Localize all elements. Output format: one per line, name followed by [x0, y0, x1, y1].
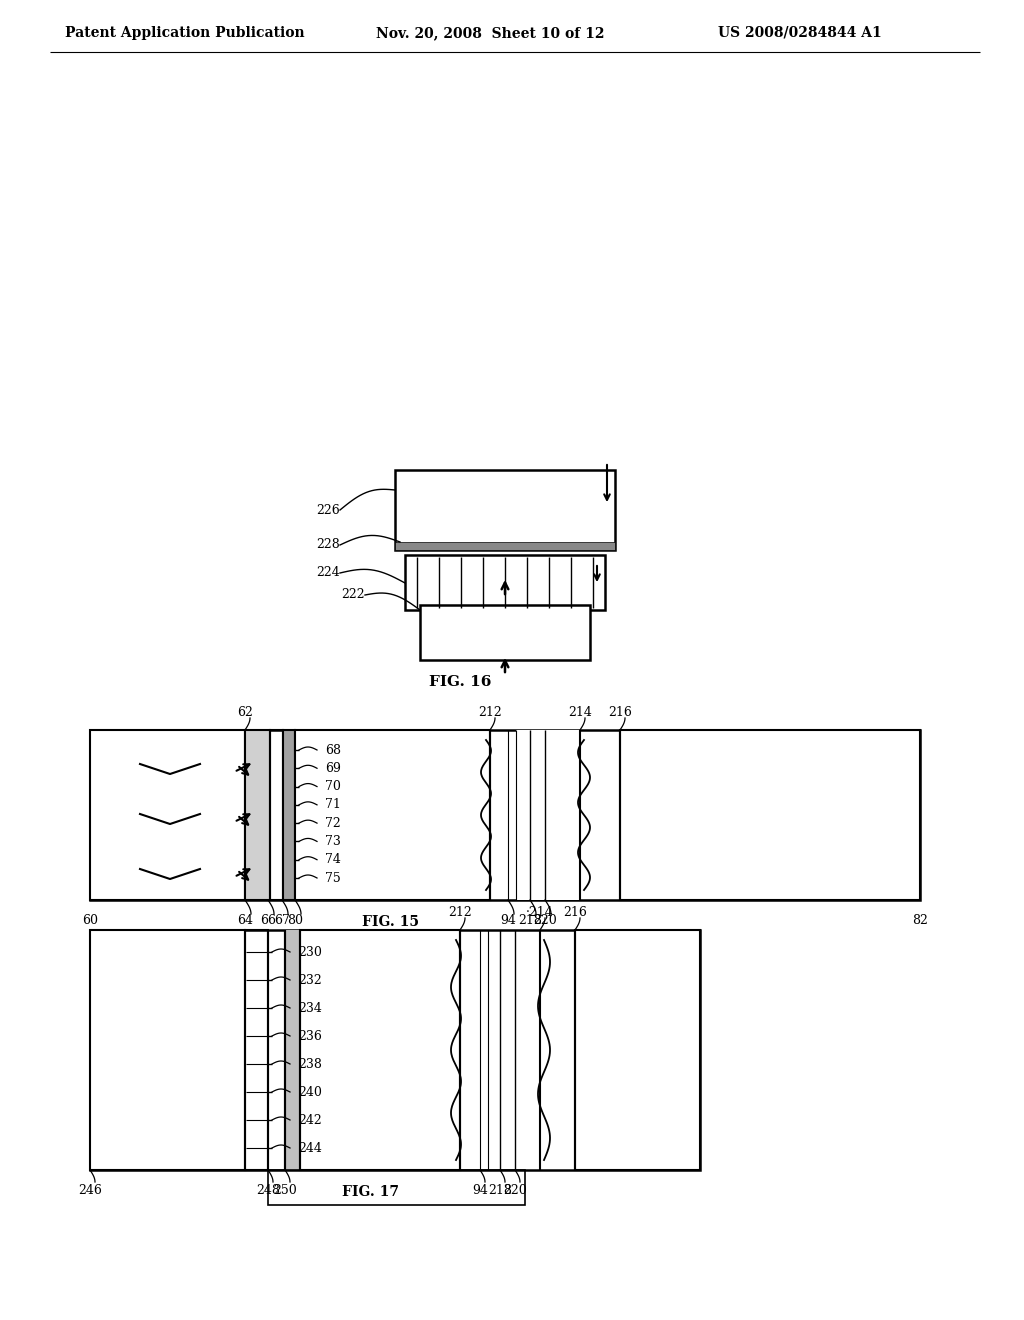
Bar [395, 470, 615, 550]
Bar [245, 730, 270, 900]
Text: 220: 220 [503, 1184, 527, 1196]
Text: 75: 75 [325, 871, 341, 884]
Bar [285, 931, 300, 1170]
Text: 228: 228 [316, 539, 340, 552]
Text: 234: 234 [298, 1002, 322, 1015]
Bar [283, 730, 295, 900]
Text: 230: 230 [298, 945, 322, 958]
Text: 236: 236 [298, 1030, 322, 1043]
Text: 240: 240 [298, 1085, 322, 1098]
Text: 73: 73 [325, 836, 341, 847]
Text: 224: 224 [316, 566, 340, 579]
Bar [406, 554, 605, 610]
Bar [90, 931, 245, 1170]
Text: 246: 246 [78, 1184, 102, 1196]
Text: 67: 67 [274, 913, 290, 927]
Text: US 2008/0284844 A1: US 2008/0284844 A1 [718, 26, 882, 40]
Text: 66: 66 [260, 913, 276, 927]
Bar [575, 931, 700, 1170]
Text: 218: 218 [518, 913, 542, 927]
Text: 222: 222 [341, 589, 365, 602]
Text: 212: 212 [449, 906, 472, 919]
Text: 82: 82 [912, 913, 928, 927]
Text: 248: 248 [256, 1184, 280, 1196]
Bar [90, 730, 920, 900]
Text: 71: 71 [325, 799, 341, 812]
Text: 70: 70 [325, 780, 341, 793]
Text: 60: 60 [82, 913, 98, 927]
Bar [90, 931, 700, 1170]
Text: 68: 68 [325, 743, 341, 756]
Bar [270, 730, 283, 900]
Text: Nov. 20, 2008  Sheet 10 of 12: Nov. 20, 2008 Sheet 10 of 12 [376, 26, 604, 40]
Text: 80: 80 [287, 913, 303, 927]
Bar [268, 1170, 525, 1205]
Text: 250: 250 [273, 1184, 297, 1196]
Bar [300, 931, 460, 1170]
Bar [620, 730, 920, 900]
Text: Patent Application Publication: Patent Application Publication [66, 26, 305, 40]
Text: 212: 212 [478, 705, 502, 718]
Text: 242: 242 [298, 1114, 322, 1126]
Bar [245, 931, 268, 1170]
Text: 238: 238 [298, 1057, 322, 1071]
Text: 214: 214 [568, 705, 592, 718]
Text: 226: 226 [316, 503, 340, 516]
Text: 64: 64 [237, 913, 253, 927]
Bar [516, 730, 580, 900]
Text: 244: 244 [298, 1142, 322, 1155]
Text: 232: 232 [298, 974, 322, 986]
Text: FIG. 15: FIG. 15 [361, 915, 419, 929]
Bar [395, 543, 615, 550]
Bar [295, 730, 490, 900]
Text: FIG. 17: FIG. 17 [341, 1185, 398, 1199]
Text: ·214: ·214 [526, 906, 554, 919]
Bar [90, 730, 245, 900]
Text: 72: 72 [325, 817, 341, 830]
Text: 62: 62 [238, 705, 253, 718]
Text: 216: 216 [563, 906, 587, 919]
Text: 220: 220 [534, 913, 557, 927]
Text: 74: 74 [325, 853, 341, 866]
Text: 94: 94 [472, 1184, 488, 1196]
Text: 69: 69 [325, 762, 341, 775]
Text: 218: 218 [488, 1184, 512, 1196]
Text: 94: 94 [500, 913, 516, 927]
Bar [420, 605, 590, 660]
Text: 216: 216 [608, 705, 632, 718]
Text: FIG. 16: FIG. 16 [429, 675, 492, 689]
